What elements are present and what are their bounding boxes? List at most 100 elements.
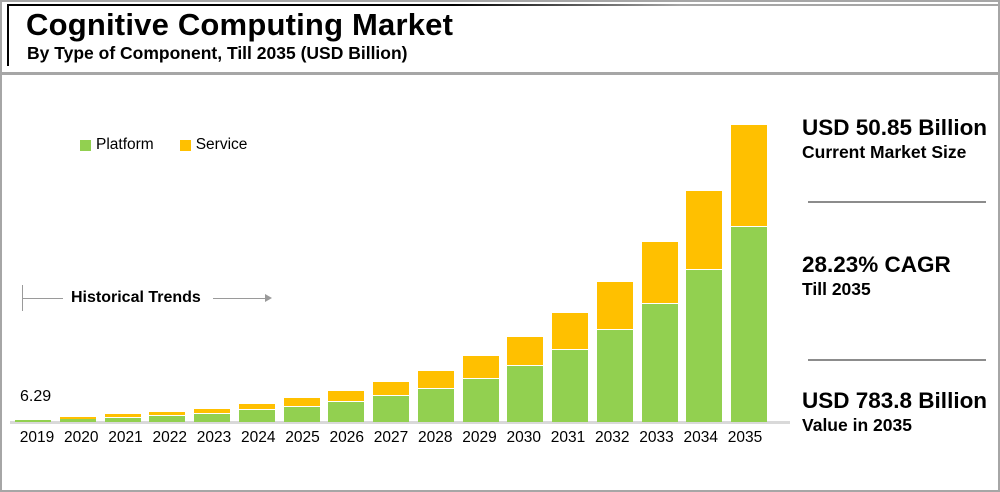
header-top-border xyxy=(7,4,998,6)
bar-2032 xyxy=(596,280,633,422)
segment-platform-2030 xyxy=(507,365,544,422)
stat-caption: Current Market Size xyxy=(802,142,967,162)
segment-service-2021 xyxy=(104,414,141,417)
segment-service-2028 xyxy=(417,369,454,388)
page-title: Cognitive Computing Market xyxy=(26,7,454,42)
segment-service-2031 xyxy=(552,311,588,350)
legend-entry-platform: Platform xyxy=(80,136,154,154)
segment-platform-2032 xyxy=(596,328,633,422)
segment-platform-2027 xyxy=(373,395,409,422)
x-tick-2032: 2032 xyxy=(595,429,630,446)
bar-2027 xyxy=(373,381,409,422)
segment-platform-2021 xyxy=(104,416,141,422)
x-tick-2027: 2027 xyxy=(373,429,409,446)
header-separator xyxy=(2,72,998,75)
stat-cagr: 28.23% CAGR Till 2035 xyxy=(802,251,996,301)
page-subtitle: By Type of Component, Till 2035 (USD Bil… xyxy=(27,43,408,63)
header-left-border xyxy=(7,4,9,66)
historical-trends-annotation: Historical Trends xyxy=(22,285,272,311)
legend-label-service: Service xyxy=(195,136,248,153)
x-tick-2020: 2020 xyxy=(64,429,99,446)
x-tick-2031: 2031 xyxy=(550,429,586,446)
stacked-bar-plot xyxy=(15,122,767,422)
x-tick-2033: 2033 xyxy=(639,429,674,446)
x-tick-2019: 2019 xyxy=(19,429,55,446)
legend-label-platform: Platform xyxy=(96,136,154,153)
segment-platform-2035 xyxy=(731,225,767,422)
stat-current-market-size: USD 50.85 Billion Current Market Size xyxy=(802,114,996,164)
bar-2022 xyxy=(149,412,186,422)
stat-value: 28.23% CAGR xyxy=(802,252,951,277)
bar-2023 xyxy=(194,407,230,422)
segment-platform-2028 xyxy=(417,387,454,422)
x-tick-2023: 2023 xyxy=(196,429,232,446)
bar-2020 xyxy=(59,416,96,422)
segment-service-2032 xyxy=(596,280,633,329)
stat-caption: Till 2035 xyxy=(802,279,871,299)
segment-platform-2025 xyxy=(283,405,320,422)
x-tick-2022: 2022 xyxy=(152,429,187,446)
bar-2030 xyxy=(507,336,544,422)
segment-platform-2026 xyxy=(328,401,365,422)
x-tick-2029: 2029 xyxy=(462,429,497,446)
right-arrow-icon xyxy=(264,294,272,302)
x-tick-2030: 2030 xyxy=(506,429,541,446)
segment-platform-2022 xyxy=(149,415,186,422)
segment-service-2025 xyxy=(283,397,320,406)
segment-platform-2029 xyxy=(462,377,499,422)
historical-trends-line-right xyxy=(212,297,265,299)
segment-platform-2031 xyxy=(552,349,588,422)
bar-2019 xyxy=(15,419,51,422)
bar-2031 xyxy=(552,311,588,422)
segment-service-2024 xyxy=(238,402,275,410)
segment-service-2029 xyxy=(462,355,499,378)
segment-service-2020 xyxy=(59,416,96,419)
stat-value-2035: USD 783.8 Billion Value in 2035 xyxy=(802,387,996,437)
x-axis-tick-labels: 2019 2020 2021 2022 2023 2024 2025 2026 2027 2028… xyxy=(15,429,767,447)
bar-2026 xyxy=(328,390,365,422)
x-tick-2024: 2024 xyxy=(241,429,276,446)
bar-2021 xyxy=(104,414,141,422)
segment-platform-2019 xyxy=(15,420,51,422)
segment-platform-2024 xyxy=(238,409,275,422)
segment-platform-2023 xyxy=(194,412,230,422)
service-swatch-icon xyxy=(179,139,191,151)
bar-2033 xyxy=(641,241,678,422)
historical-trends-tick xyxy=(22,285,23,311)
bar-2028 xyxy=(417,369,454,422)
x-tick-2021: 2021 xyxy=(108,429,143,446)
segment-service-2035 xyxy=(731,124,767,226)
bar-2029 xyxy=(462,355,499,422)
bar-2035 xyxy=(731,124,767,422)
platform-swatch-icon xyxy=(80,139,91,151)
bar-2034 xyxy=(686,189,723,422)
bar-2025 xyxy=(283,397,320,422)
segment-service-2023 xyxy=(194,407,230,413)
key-stats-panel: USD 50.85 Billion Current Market Size 28… xyxy=(800,2,996,490)
segment-platform-2034 xyxy=(686,268,723,422)
segment-platform-2033 xyxy=(641,302,678,422)
x-tick-2026: 2026 xyxy=(329,429,364,446)
segment-service-2034 xyxy=(686,189,723,269)
x-tick-2025: 2025 xyxy=(285,429,320,446)
x-axis-line xyxy=(10,421,790,424)
segment-service-2022 xyxy=(149,412,186,416)
x-tick-2028: 2028 xyxy=(418,429,453,446)
first-bar-data-label: 6.29 xyxy=(20,388,52,405)
historical-trends-label: Historical Trends xyxy=(71,289,201,306)
bar-2024 xyxy=(238,402,275,422)
x-tick-2034: 2034 xyxy=(683,429,718,446)
chart-legend: Platform Service xyxy=(80,136,247,154)
historical-trends-line-left xyxy=(23,297,63,299)
stat-value: USD 783.8 Billion xyxy=(802,388,988,413)
segment-service-2019 xyxy=(15,419,51,421)
segment-service-2030 xyxy=(507,336,544,366)
stats-divider xyxy=(808,201,986,203)
segment-service-2026 xyxy=(328,390,365,402)
segment-service-2033 xyxy=(641,241,678,303)
segment-platform-2020 xyxy=(59,418,96,422)
stat-caption: Value in 2035 xyxy=(802,415,912,435)
legend-entry-service: Service xyxy=(179,136,248,154)
stats-divider xyxy=(808,359,986,361)
